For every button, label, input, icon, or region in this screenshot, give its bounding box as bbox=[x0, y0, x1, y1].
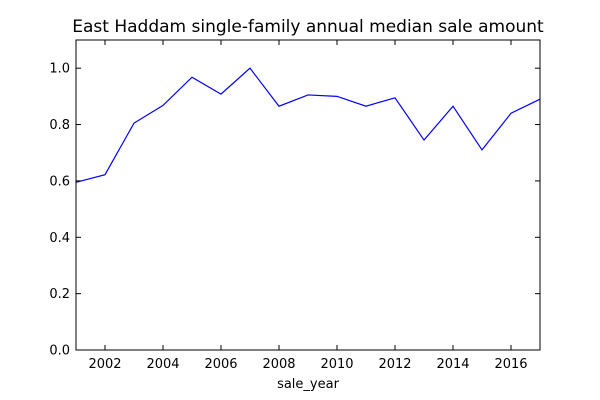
x-tick-label: 2008 bbox=[262, 357, 295, 372]
y-axis: 0.0 0.2 0.4 0.6 0.8 1.0 bbox=[49, 62, 540, 359]
y-tick-label: 0.0 bbox=[49, 344, 70, 359]
x-tick-label: 2006 bbox=[204, 357, 237, 372]
x-tick-label: 2014 bbox=[436, 357, 469, 372]
y-tick-label: 1.0 bbox=[49, 62, 70, 77]
chart-title: East Haddam single-family annual median … bbox=[72, 17, 544, 37]
y-tick-label: 0.6 bbox=[49, 174, 70, 189]
plot-frame bbox=[75, 39, 541, 351]
x-axis-label: sale_year bbox=[277, 377, 340, 392]
y-tick-label: 0.4 bbox=[49, 231, 70, 246]
x-tick-label: 2012 bbox=[378, 357, 411, 372]
y-tick-label: 0.2 bbox=[49, 287, 70, 302]
x-tick-label: 2002 bbox=[88, 357, 121, 372]
series-line bbox=[75, 67, 541, 183]
y-tick-label: 0.8 bbox=[49, 118, 70, 133]
plot-area bbox=[75, 67, 541, 183]
x-axis: 2002 2004 2006 2008 2010 2012 2014 2016 bbox=[88, 40, 528, 372]
x-tick-label: 2004 bbox=[146, 357, 179, 372]
x-tick-label: 2016 bbox=[494, 357, 527, 372]
x-tick-label: 2010 bbox=[320, 357, 353, 372]
